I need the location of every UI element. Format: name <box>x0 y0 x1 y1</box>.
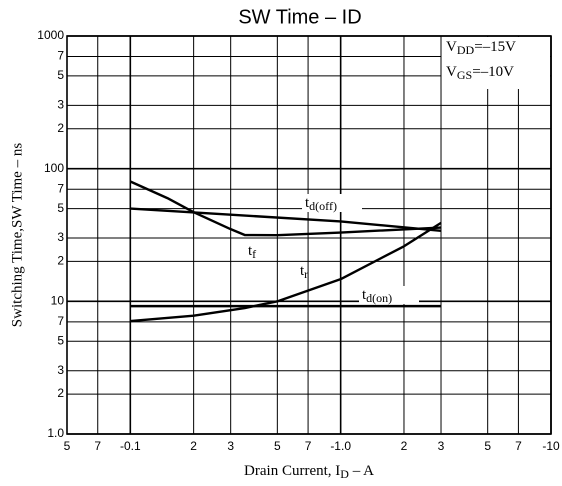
x-tick-label: 7 <box>94 439 101 453</box>
y-tick-label: 7 <box>57 181 64 195</box>
x-axis-label-tail: – A <box>349 463 374 479</box>
condition-sub: DD <box>457 43 475 57</box>
x-tick-label: 2 <box>190 439 197 453</box>
y-axis-label: Switching Time,SW Time – ns <box>9 143 25 328</box>
series-label-bg <box>359 286 419 304</box>
series-label-main: t <box>305 195 310 211</box>
condition-tail: =–10V <box>472 64 514 80</box>
y-tick-label: 1.0 <box>47 426 64 440</box>
condition: VDD=–15V <box>446 39 516 56</box>
series-label: td(off) <box>305 195 337 212</box>
x-tick-label: -1.0 <box>330 439 351 453</box>
series-line <box>129 180 442 237</box>
series-label-main: t <box>248 243 253 259</box>
x-tick-label: 2 <box>401 439 408 453</box>
x-axis-label: Drain Current, ID – A <box>244 463 374 480</box>
series-label-main: t <box>300 263 305 279</box>
series-label-sub: f <box>252 247 256 261</box>
condition: VGS=–10V <box>446 64 514 81</box>
series-label-bg <box>302 194 362 212</box>
y-tick-label: 1000 <box>37 28 64 42</box>
series-line <box>130 207 442 233</box>
y-tick-label: 5 <box>57 68 64 82</box>
y-tick-label: 10 <box>51 294 65 308</box>
x-tick-label: -10 <box>542 439 560 453</box>
x-tick-label: 3 <box>227 439 234 453</box>
y-tick-label: 2 <box>57 254 64 268</box>
y-tick-label: 100 <box>44 161 64 175</box>
y-tick-label: 2 <box>57 386 64 400</box>
y-tick-label: 3 <box>57 363 64 377</box>
series-label-sub: d(off) <box>309 199 337 213</box>
condition-main: V <box>446 39 457 55</box>
condition-tail: =–15V <box>474 39 516 55</box>
series-label: tf <box>248 243 256 260</box>
x-tick-label: 7 <box>515 439 522 453</box>
y-tick-label: 3 <box>57 98 64 112</box>
series-label: tr <box>300 263 308 280</box>
x-axis-label-sub: D <box>340 467 349 481</box>
conditions-box <box>441 37 550 89</box>
y-tick-label: 2 <box>57 121 64 135</box>
series-label: td(on) <box>362 287 392 304</box>
y-tick-label: 7 <box>57 49 64 63</box>
y-tick-label: 7 <box>57 314 64 328</box>
x-axis-label-main: Drain Current, I <box>244 463 340 479</box>
series-label-sub: d(on) <box>366 291 392 305</box>
series-line <box>130 221 442 323</box>
x-tick-label: 5 <box>484 439 491 453</box>
x-tick-label: 3 <box>438 439 445 453</box>
plot-frame <box>66 35 552 435</box>
y-tick-label: 5 <box>57 201 64 215</box>
condition-sub: GS <box>457 68 472 82</box>
series-label-sub: r <box>304 267 308 281</box>
x-tick-label: 5 <box>64 439 71 453</box>
chart-title: SW Time – ID <box>238 6 361 28</box>
x-tick-label: 5 <box>274 439 281 453</box>
y-tick-label: 5 <box>57 333 64 347</box>
condition-main: V <box>446 64 457 80</box>
series-label-main: t <box>362 287 367 303</box>
x-tick-label: 7 <box>305 439 312 453</box>
x-tick-label: -0.1 <box>120 439 141 453</box>
y-tick-label: 3 <box>57 230 64 244</box>
